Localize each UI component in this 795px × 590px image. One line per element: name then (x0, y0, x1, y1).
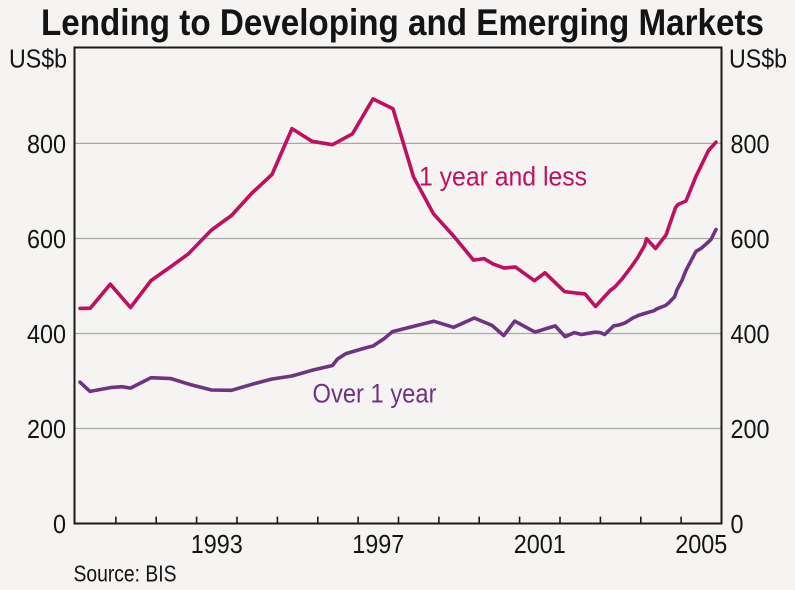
svg-text:0: 0 (731, 509, 744, 539)
svg-text:Lending to Developing and Emer: Lending to Developing and Emerging Marke… (41, 2, 764, 43)
svg-text:400: 400 (731, 319, 770, 349)
svg-text:200: 200 (731, 414, 770, 444)
svg-text:US$b: US$b (729, 43, 787, 73)
svg-text:Over 1 year: Over 1 year (313, 379, 437, 409)
svg-text:0: 0 (53, 509, 66, 539)
svg-text:1993: 1993 (191, 529, 243, 559)
svg-text:1997: 1997 (352, 529, 404, 559)
svg-text:600: 600 (731, 224, 770, 254)
svg-text:2001: 2001 (514, 529, 566, 559)
svg-text:2005: 2005 (675, 529, 727, 559)
svg-text:1 year and less: 1 year and less (419, 162, 587, 192)
svg-text:400: 400 (27, 319, 66, 349)
svg-text:200: 200 (27, 414, 66, 444)
svg-text:US$b: US$b (9, 43, 67, 73)
svg-text:800: 800 (27, 129, 66, 159)
svg-text:600: 600 (27, 224, 66, 254)
svg-text:800: 800 (731, 129, 770, 159)
svg-text:Source: BIS: Source: BIS (74, 561, 177, 587)
